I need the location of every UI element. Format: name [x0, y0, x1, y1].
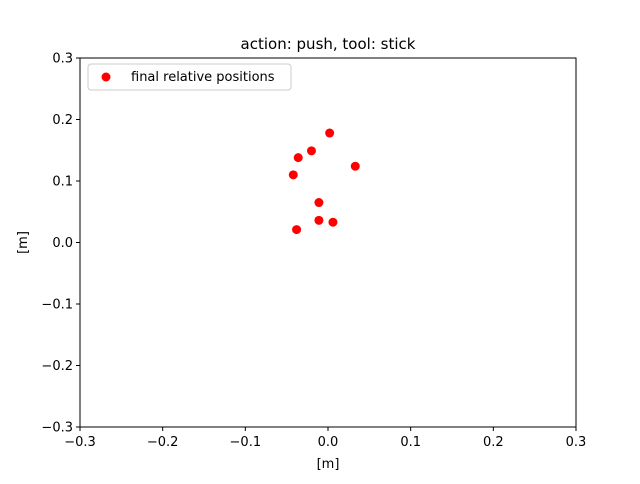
- legend: final relative positions: [87, 63, 292, 91]
- legend-frame: [87, 63, 292, 91]
- y-tick-label: −0.3: [41, 421, 73, 436]
- x-tick-label: 0.3: [566, 435, 587, 450]
- y-tick-label: −0.2: [41, 359, 73, 374]
- data-point: [306, 146, 316, 156]
- legend-label: final relative positions: [131, 70, 275, 85]
- data-point: [288, 170, 298, 180]
- y-tick-label: −0.1: [41, 298, 73, 313]
- x-tick-label: −0.3: [64, 435, 96, 450]
- y-tick-label: 0.0: [52, 236, 73, 251]
- x-axis-label: [m]: [317, 457, 340, 472]
- x-tick-label: 0.1: [400, 435, 421, 450]
- y-tick-label: 0.2: [52, 113, 73, 128]
- data-point: [314, 215, 324, 225]
- data-point: [292, 225, 302, 235]
- y-tick-label: 0.3: [52, 52, 73, 67]
- x-tick-label: −0.2: [147, 435, 179, 450]
- x-axis-ticks: −0.3 −0.2 −0.1 0.0 0.1 0.2 0.3: [64, 427, 586, 450]
- x-tick-label: 0.2: [483, 435, 504, 450]
- y-tick-label: 0.1: [52, 175, 73, 190]
- legend-marker-icon: [101, 72, 111, 82]
- data-point: [350, 161, 360, 171]
- plot-area-frame: [79, 57, 577, 428]
- data-point: [328, 217, 338, 227]
- x-tick-label: 0.0: [318, 435, 339, 450]
- x-tick-label: −0.1: [230, 435, 262, 450]
- chart-title: action: push, tool: stick: [241, 35, 416, 53]
- y-axis-label: [m]: [16, 231, 31, 254]
- data-point: [314, 198, 324, 208]
- data-points: [288, 128, 360, 235]
- data-point: [293, 153, 303, 163]
- data-point: [325, 128, 335, 138]
- y-axis-ticks: −0.3 −0.2 −0.1 0.0 0.1 0.2 0.3: [41, 52, 80, 436]
